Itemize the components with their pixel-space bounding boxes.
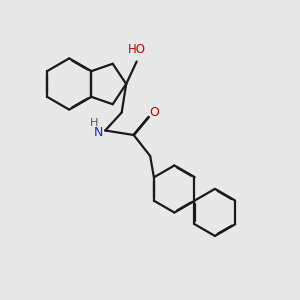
Text: N: N	[93, 125, 103, 139]
Text: H: H	[90, 118, 98, 128]
Text: O: O	[149, 106, 159, 119]
Text: HO: HO	[128, 43, 146, 56]
